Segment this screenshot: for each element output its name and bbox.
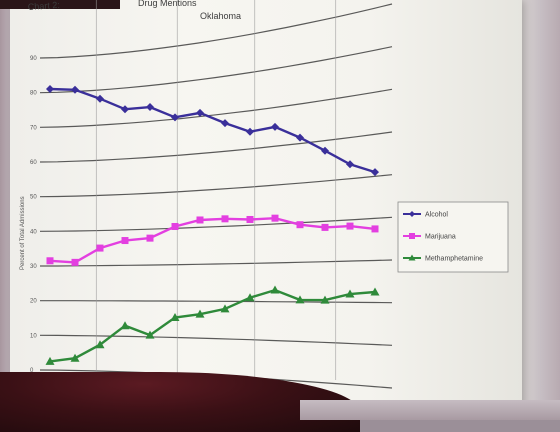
legend-marker (409, 233, 415, 239)
y-tick-label: 0 (30, 368, 34, 374)
data-point (271, 214, 279, 222)
data-point (46, 85, 54, 94)
gridline (40, 259, 393, 267)
legend-entries: Alcohol Marijuana Methamphetamine (403, 211, 483, 263)
data-point (121, 237, 129, 245)
data-point (295, 295, 305, 304)
data-point (195, 309, 205, 318)
data-point (196, 216, 204, 224)
data-point (296, 133, 304, 142)
y-tick-label: 80 (30, 91, 37, 97)
gridline (39, 174, 393, 198)
legend-label: Alcohol (425, 212, 448, 219)
gridline (39, 3, 393, 59)
data-point (371, 168, 379, 177)
y-tick-label: 10 (30, 333, 37, 339)
data-point (171, 113, 179, 122)
data-point (296, 221, 304, 229)
data-point (245, 293, 255, 302)
y-tick-label: 60 (30, 160, 37, 166)
data-point (371, 225, 379, 233)
data-point (346, 222, 354, 230)
data-point (170, 312, 180, 321)
background-right (520, 0, 560, 420)
series-line (49, 288, 376, 363)
data-point (120, 321, 130, 330)
data-point (321, 146, 329, 155)
data-point (345, 289, 355, 298)
data-point (246, 127, 254, 136)
y-tick-label: 90 (30, 56, 37, 62)
chart-number-label: Chart 2: (27, 0, 60, 12)
data-point (246, 215, 254, 223)
page-top-edge (0, 0, 120, 9)
y-axis-label: Percent of Total Admissions (20, 196, 26, 270)
data-point (146, 103, 154, 112)
data-point (171, 222, 179, 230)
data-point (146, 234, 154, 242)
data-point (270, 285, 280, 294)
legend-label: Marijuana (425, 234, 456, 241)
data-point (221, 215, 229, 223)
data-point (220, 304, 230, 313)
data-point (196, 108, 204, 117)
data-point (46, 257, 54, 265)
legend-label: Methamphetamine (425, 256, 483, 263)
line-chart: Chart 2: Drug Mentions Oklahoma Percent … (20, 0, 509, 389)
legend: Alcohol Marijuana Methamphetamine (397, 201, 509, 273)
series-line (49, 216, 376, 264)
legend-marker (409, 211, 415, 217)
data-point (71, 85, 79, 94)
y-tick-label: 70 (30, 125, 37, 131)
data-point (321, 223, 329, 231)
y-tick-labels: 0 10 20 30 40 50 60 70 80 90 (30, 56, 37, 374)
data-point (145, 330, 155, 339)
data-point (271, 122, 279, 131)
gridline (39, 46, 393, 94)
data-point (95, 340, 105, 349)
data-point (121, 105, 129, 114)
data-point (96, 94, 104, 103)
data-point (346, 160, 354, 169)
chart-title: Drug Mentions (138, 0, 197, 8)
gridline (39, 334, 393, 346)
y-tick-label: 30 (30, 264, 37, 270)
series-line (49, 87, 376, 174)
foreground-surface (300, 400, 560, 420)
series-lines (45, 85, 380, 365)
legend-marker (408, 254, 416, 261)
gridline (39, 88, 393, 128)
data-point (320, 295, 330, 304)
data-point (221, 119, 229, 128)
gridline (40, 300, 393, 304)
gridlines (39, 0, 393, 389)
data-point (71, 258, 79, 266)
gridline (39, 216, 393, 232)
data-point (70, 353, 80, 362)
y-tick-label: 50 (30, 195, 37, 201)
chart-subtitle: Oklahoma (200, 11, 241, 21)
y-tick-label: 40 (30, 229, 37, 235)
data-point (45, 356, 55, 365)
data-point (370, 287, 380, 296)
data-point (96, 244, 104, 252)
y-tick-label: 20 (30, 299, 37, 305)
gridline (39, 131, 393, 163)
